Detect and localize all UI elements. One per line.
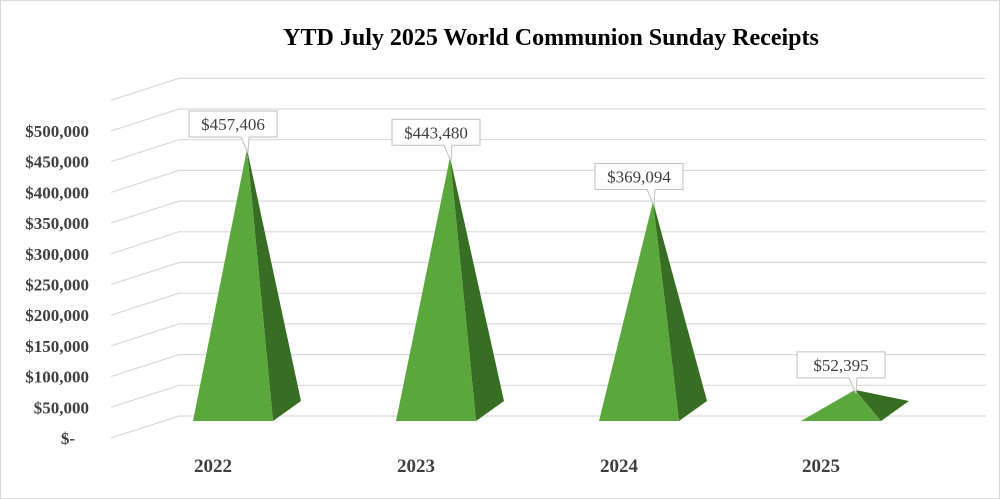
- y-tick-label: $400,000: [25, 183, 89, 202]
- gridline: [110, 77, 986, 101]
- gridline: [110, 354, 986, 378]
- pyramid-side-face: [450, 157, 504, 422]
- y-tick-label: $500,000: [25, 122, 89, 141]
- x-tick-label: 2024: [600, 456, 639, 477]
- y-tick-label: $300,000: [25, 245, 89, 264]
- gridline: [110, 200, 986, 224]
- gridline: [110, 169, 986, 193]
- gridline: [110, 323, 986, 347]
- data-label: $443,480: [404, 123, 468, 142]
- gridline: [110, 231, 986, 255]
- gridline: [110, 139, 986, 163]
- gridline: [110, 292, 986, 316]
- pyramid-side-face: [247, 149, 301, 421]
- gridline: [110, 108, 986, 132]
- x-tick-label: 2025: [802, 456, 840, 477]
- pyramid-side-face: [855, 389, 909, 421]
- y-tick-label: $350,000: [25, 214, 89, 233]
- gridline: [110, 415, 986, 439]
- x-tick-label: 2023: [397, 456, 435, 477]
- pyramid-front-face: [801, 389, 881, 421]
- data-label-callout: [188, 110, 278, 154]
- chart-title: YTD July 2025 World Communion Sunday Rec…: [283, 25, 819, 51]
- data-label-callout: [796, 351, 886, 395]
- pyramid-side-face: [653, 201, 707, 421]
- pyramid-front-face: [193, 149, 273, 421]
- data-label: $369,094: [607, 168, 671, 187]
- y-tick-label: $150,000: [25, 337, 89, 356]
- data-label-callout: [594, 163, 684, 206]
- y-tick-label: $50,000: [34, 398, 89, 417]
- gridline: [110, 384, 986, 408]
- y-tick-label: $100,000: [25, 368, 89, 387]
- y-tick-label: $200,000: [25, 306, 89, 325]
- pyramid-2025: $52,395: [796, 351, 909, 421]
- gridline: [110, 261, 986, 286]
- y-tick-label: $-: [61, 429, 76, 448]
- pyramid-front-face: [599, 201, 679, 421]
- data-label: $457,406: [201, 115, 265, 134]
- y-tick-label: $250,000: [25, 276, 89, 295]
- pyramid-front-face: [396, 157, 476, 422]
- pyramid-2024: $369,094: [594, 163, 707, 421]
- data-label: $52,395: [813, 356, 868, 375]
- pyramid-2023: $443,480: [391, 118, 504, 422]
- x-tick-label: 2022: [194, 456, 232, 477]
- y-tick-label: $450,000: [25, 153, 89, 172]
- data-label-callout: [391, 118, 481, 162]
- pyramid-2022: $457,406: [188, 110, 301, 421]
